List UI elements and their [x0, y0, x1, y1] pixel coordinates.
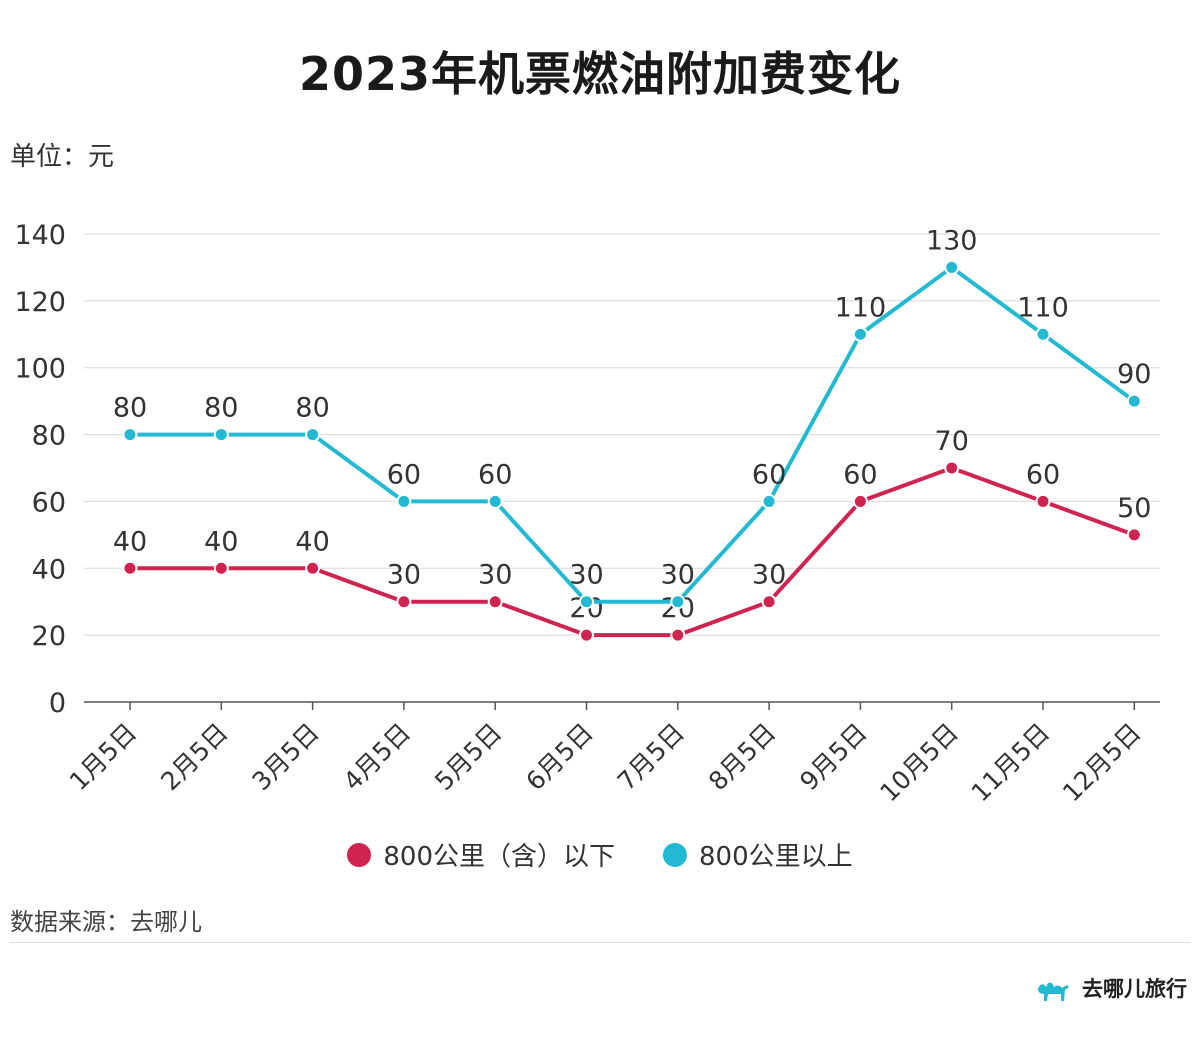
- data-point-1: [1035, 326, 1051, 342]
- brand-logo: 去哪儿旅行: [1034, 975, 1187, 1005]
- x-tick-label: 6月5日: [520, 718, 598, 796]
- y-tick-label: 120: [14, 287, 66, 318]
- data-label-0: 40: [295, 526, 329, 557]
- data-point-1: [761, 493, 777, 509]
- y-tick-label: 20: [32, 621, 66, 652]
- data-point-0: [396, 594, 412, 610]
- x-tick-label: 7月5日: [612, 718, 690, 796]
- y-tick-label: 80: [32, 421, 66, 452]
- y-tick-label: 40: [32, 554, 66, 585]
- data-point-0: [1126, 527, 1142, 543]
- legend-item-cyan: 800公里以上: [663, 836, 853, 873]
- data-point-0: [670, 627, 686, 643]
- legend-cyan-dot-icon: [663, 842, 687, 867]
- unit-label: 单位：元: [10, 142, 115, 172]
- y-tick-label: 60: [32, 487, 66, 518]
- data-label-1: 60: [478, 459, 512, 490]
- data-label-1: 60: [752, 459, 786, 490]
- data-label-0: 30: [478, 560, 512, 591]
- data-label-1: 30: [569, 560, 603, 591]
- data-label-0: 50: [1117, 493, 1151, 524]
- data-label-0: 60: [843, 459, 877, 490]
- brand-name: 去哪儿旅行: [1082, 977, 1187, 1002]
- x-tick-label: 3月5日: [246, 718, 324, 796]
- data-point-1: [944, 259, 960, 275]
- data-point-1: [122, 427, 138, 443]
- data-label-1: 130: [926, 225, 978, 256]
- x-tick-label: 9月5日: [794, 718, 872, 796]
- data-label-0: 30: [387, 560, 421, 591]
- x-tick-label: 10月5日: [874, 718, 964, 808]
- data-point-0: [122, 560, 138, 576]
- data-point-1: [670, 594, 686, 610]
- data-point-1: [213, 427, 229, 443]
- source-label: 数据来源：去哪儿: [10, 908, 202, 936]
- legend-item-red: 800公里（含）以下: [347, 836, 615, 873]
- data-point-1: [305, 427, 321, 443]
- divider: [10, 942, 1190, 943]
- data-point-0: [579, 627, 594, 643]
- legend-red-dot-icon: [347, 842, 372, 867]
- legend-label-cyan: 800公里以上: [699, 842, 853, 872]
- legend-label-red: 800公里（含）以下: [383, 842, 615, 872]
- data-label-0: 40: [204, 526, 238, 557]
- data-label-1: 60: [387, 459, 421, 490]
- y-tick-label: 0: [49, 688, 66, 719]
- camel-logo-icon: [1038, 982, 1069, 1001]
- data-point-1: [852, 326, 868, 342]
- data-point-0: [944, 460, 960, 476]
- x-tick-label: 1月5日: [64, 718, 142, 796]
- legend: 800公里（含）以下 800公里以上: [0, 836, 1200, 873]
- data-point-1: [396, 493, 412, 509]
- data-label-0: 60: [1026, 459, 1060, 490]
- data-label-0: 30: [752, 560, 786, 591]
- data-label-0: 40: [113, 526, 147, 557]
- y-tick-label: 100: [14, 354, 66, 385]
- x-tick-label: 11月5日: [966, 718, 1056, 808]
- y-tick-label: 140: [14, 220, 66, 251]
- data-label-1: 110: [1017, 292, 1069, 323]
- data-point-1: [1126, 393, 1142, 409]
- data-point-1: [487, 493, 503, 509]
- x-tick-label: 2月5日: [155, 718, 233, 796]
- data-label-1: 110: [835, 292, 887, 323]
- data-label-1: 80: [113, 393, 147, 424]
- data-point-1: [579, 594, 594, 610]
- data-point-0: [305, 560, 321, 576]
- series-line-0: [128, 466, 1137, 638]
- data-label-1: 90: [1117, 359, 1151, 390]
- x-tick-label: 5月5日: [429, 718, 507, 796]
- data-label-1: 80: [204, 393, 238, 424]
- line-chart: 0 20 40 60 80 100 120 140 1月5日 2月5日 3月5日 4月5日 5月5日 6月…: [14, 220, 1160, 808]
- data-label-0: 70: [935, 426, 969, 457]
- x-tick-label: 4月5日: [338, 718, 416, 796]
- series-line-1: [128, 265, 1137, 604]
- data-point-0: [213, 560, 229, 576]
- data-point-0: [852, 493, 868, 509]
- data-label-1: 30: [661, 560, 695, 591]
- data-label-1: 80: [295, 393, 329, 424]
- data-point-0: [1035, 493, 1051, 509]
- chart-title: 2023年机票燃油附加费变化: [298, 47, 902, 101]
- x-tick-label: 12月5日: [1057, 718, 1147, 808]
- data-point-0: [761, 594, 777, 610]
- x-tick-label: 8月5日: [703, 718, 781, 796]
- data-point-0: [487, 594, 503, 610]
